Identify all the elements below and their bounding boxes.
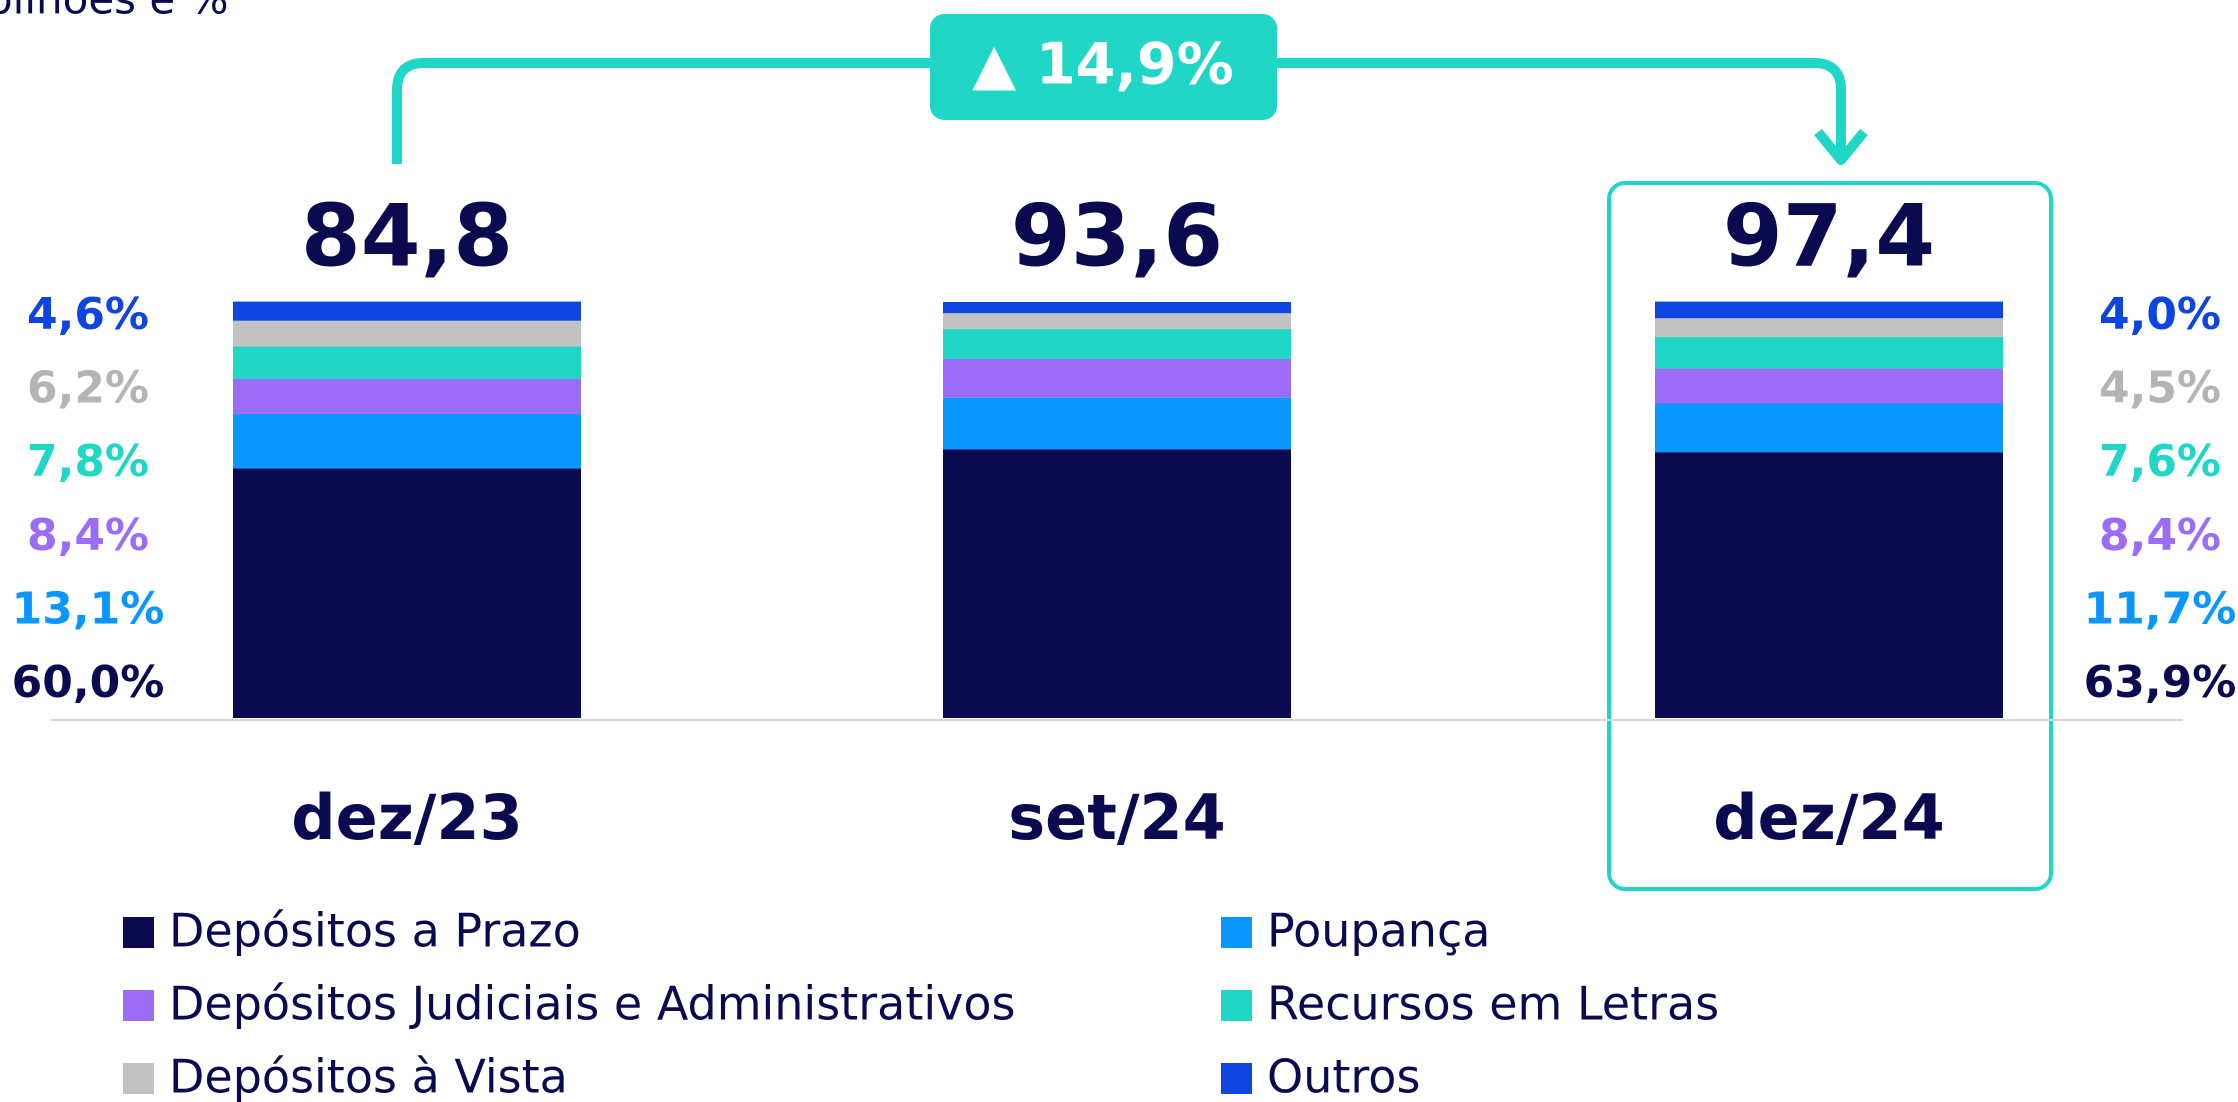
- value-label: 63,9%: [2084, 657, 2237, 708]
- value-label: 6,2%: [27, 363, 149, 414]
- total-label: 93,6: [1011, 186, 1223, 286]
- value-label: 7,6%: [2099, 436, 2221, 487]
- bar-segment: [233, 346, 581, 379]
- total-label: 84,8: [301, 186, 513, 286]
- legend-swatch: [123, 917, 154, 948]
- value-label: 60,0%: [12, 657, 165, 708]
- value-label: 4,0%: [2099, 289, 2221, 340]
- bar-segment: [943, 449, 1291, 718]
- bar-segment: [1655, 301, 2003, 319]
- highlight-box: [1607, 181, 2053, 891]
- legend-label: Depósitos a Prazo: [169, 904, 581, 958]
- bar-segment: [943, 329, 1291, 359]
- total-label: 97,4: [1723, 186, 1935, 286]
- value-label: 13,1%: [12, 583, 165, 634]
- x-tick-label: set/24: [1008, 781, 1226, 854]
- arrow-head: [1814, 128, 1868, 165]
- legend-swatch: [1221, 990, 1252, 1021]
- bar-segment: [233, 378, 581, 414]
- bar-segment: [233, 468, 581, 718]
- legend-label: Depósitos à Vista: [169, 1050, 568, 1102]
- legend-swatch: [1221, 917, 1252, 948]
- bar-segment: [1655, 336, 2003, 369]
- value-label: 4,5%: [2099, 363, 2221, 414]
- bar-segment: [943, 397, 1291, 450]
- legend-label: Depósitos Judiciais e Administrativos: [169, 977, 1015, 1031]
- value-label: 11,7%: [2084, 583, 2237, 634]
- bar-segment: [233, 320, 581, 347]
- legend-label: Outros: [1267, 1050, 1420, 1102]
- legend-swatch: [123, 990, 154, 1021]
- legend-swatch: [1221, 1063, 1252, 1094]
- legend-swatch: [123, 1063, 154, 1094]
- subtitle: bilhões e %: [0, 0, 228, 24]
- value-label: 8,4%: [27, 510, 149, 561]
- growth-label: ▲ 14,9%: [972, 32, 1233, 98]
- x-tick-label: dez/23: [291, 781, 522, 854]
- bar-segment: [233, 301, 581, 321]
- bar-segment: [1655, 452, 2003, 718]
- bar-segment: [943, 313, 1291, 330]
- bar-segment: [233, 413, 581, 469]
- value-label: 7,8%: [27, 436, 149, 487]
- bar-segment: [943, 302, 1291, 314]
- value-label: 8,4%: [2099, 510, 2221, 561]
- bar-segment: [943, 358, 1291, 398]
- legend-label: Recursos em Letras: [1267, 977, 1719, 1031]
- growth-badge: [930, 14, 1277, 120]
- bar-segment: [1655, 318, 2003, 337]
- value-label: 4,6%: [27, 289, 149, 340]
- bar-segment: [1655, 368, 2003, 404]
- bar-segment: [1655, 403, 2003, 453]
- legend-label: Poupança: [1267, 904, 1490, 958]
- x-tick-label: dez/24: [1713, 781, 1944, 854]
